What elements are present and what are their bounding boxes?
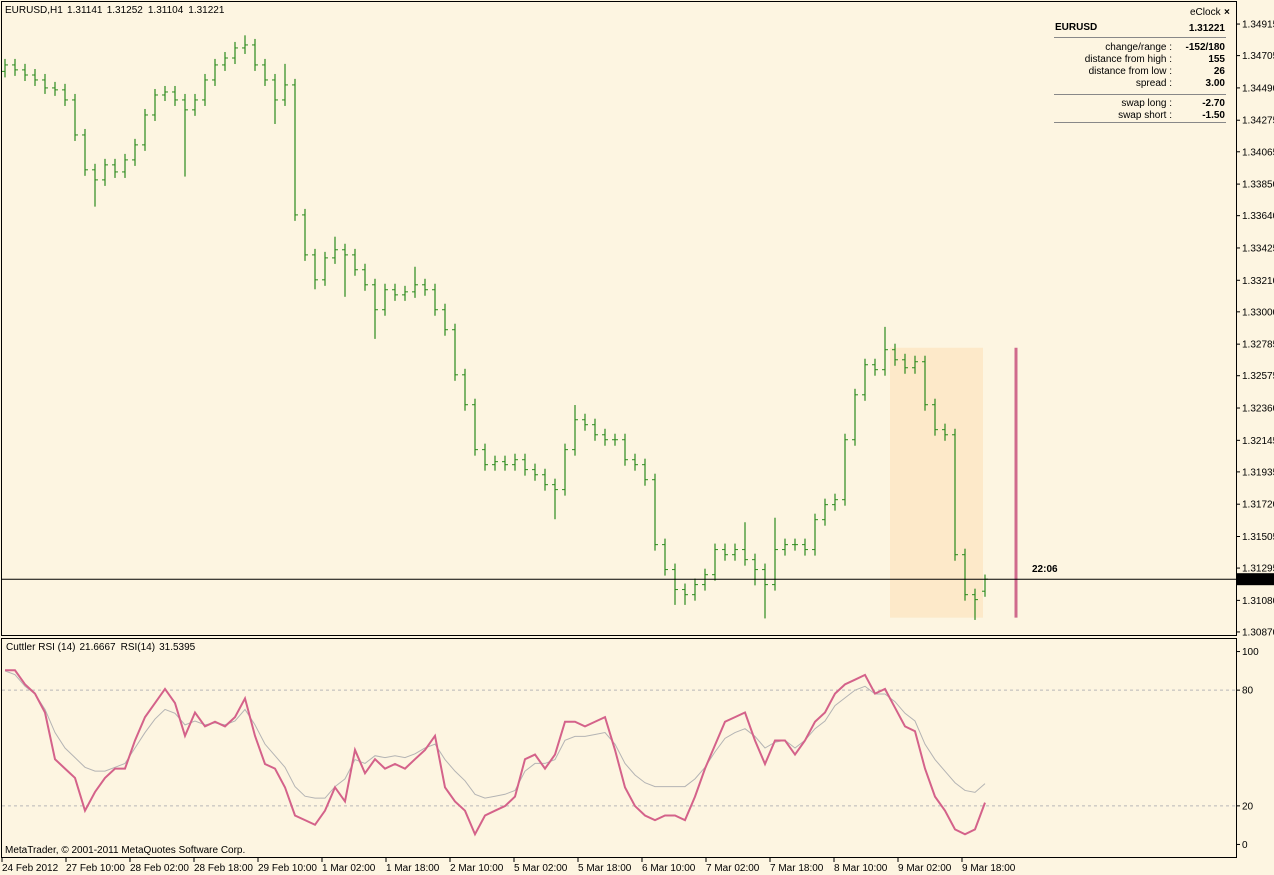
y-tick-label: 1.34490 <box>1242 83 1274 94</box>
legend-name: Cuttler RSI (14) <box>6 642 75 653</box>
panel-row-value: -1.50 <box>1202 110 1225 121</box>
x-tick-label: 7 Mar 18:00 <box>770 863 824 874</box>
panel-row-label: distance from low : <box>1089 66 1172 77</box>
panel-row-value: -152/180 <box>1186 42 1226 53</box>
indicator-header: Cuttler RSI (14) 21.6667 RSI(14) 31.5395 <box>6 642 196 653</box>
y-tick-label: 1.32785 <box>1242 340 1274 351</box>
y-tick-label: 1.32360 <box>1242 404 1274 415</box>
x-tick-label: 6 Mar 10:00 <box>642 863 696 874</box>
x-tick-label: 8 Mar 10:00 <box>834 863 888 874</box>
session-range-box <box>890 347 983 618</box>
y-tick-label: 100 <box>1242 647 1259 658</box>
panel-row-value: 26 <box>1214 66 1226 77</box>
panel-row-value: 3.00 <box>1206 78 1226 89</box>
panel-symbol: EURUSD <box>1055 22 1097 33</box>
x-tick-label: 2 Mar 10:00 <box>450 863 504 874</box>
x-tick-label: 9 Mar 02:00 <box>898 863 952 874</box>
chart-title: EURUSD,H1 <box>5 5 63 16</box>
y-tick-label: 1.33850 <box>1242 180 1274 191</box>
x-tick-label: 27 Feb 10:00 <box>66 863 125 874</box>
y-tick-label: 1.32145 <box>1242 436 1274 447</box>
x-tick-label: 9 Mar 18:00 <box>962 863 1016 874</box>
panel-row-label: spread : <box>1136 78 1172 89</box>
x-tick-label: 1 Mar 18:00 <box>386 863 440 874</box>
x-tick-label: 29 Feb 10:00 <box>258 863 317 874</box>
y-tick-label: 1.33425 <box>1242 243 1274 254</box>
rsi-line <box>5 669 986 837</box>
panel-close[interactable]: × <box>1224 7 1230 18</box>
header-open: 1.31141 <box>67 5 103 16</box>
x-tick-label: 5 Mar 18:00 <box>578 863 632 874</box>
legend-value: 21.6667 <box>79 642 116 653</box>
footer: MetaTrader, © 2001-2011 MetaQuotes Softw… <box>5 845 245 856</box>
panel-row-label: swap long : <box>1121 98 1172 109</box>
header-close: 1.31221 <box>188 5 225 16</box>
y-tick-label: 1.31295 <box>1242 564 1274 575</box>
panel-row-label: swap short : <box>1118 110 1172 121</box>
y-tick-label: 20 <box>1242 801 1254 812</box>
y-tick-label: 1.31720 <box>1242 500 1274 511</box>
panel-price: 1.31221 <box>1189 23 1226 34</box>
y-tick-label: 1.34275 <box>1242 116 1274 127</box>
y-tick-label: 1.34705 <box>1242 51 1274 62</box>
y-tick-label: 1.32575 <box>1242 371 1274 382</box>
x-tick-label: 1 Mar 02:00 <box>322 863 376 874</box>
y-tick-label: 1.34915 <box>1242 20 1274 31</box>
panel-row-label: change/range : <box>1105 42 1172 53</box>
panel-title: eClock <box>1190 7 1222 18</box>
x-tick-label: 28 Feb 18:00 <box>194 863 253 874</box>
x-tick-label: 28 Feb 02:00 <box>130 863 189 874</box>
y-tick-label: 1.34065 <box>1242 147 1274 158</box>
x-tick-label: 5 Mar 02:00 <box>514 863 568 874</box>
header-low: 1.31104 <box>148 5 184 16</box>
y-tick-label: 0 <box>1242 840 1248 851</box>
indicator-frame <box>1 638 1237 858</box>
panel-row-label: distance from high : <box>1085 54 1172 65</box>
header-high: 1.31252 <box>107 5 144 16</box>
legend-value: 31.5395 <box>159 642 196 653</box>
y-tick-label: 1.33210 <box>1242 276 1274 287</box>
timer: 22:06 <box>1032 564 1058 575</box>
y-tick-label: 1.33640 <box>1242 211 1274 222</box>
y-tick-label: 1.31080 <box>1242 596 1274 607</box>
chart-header: EURUSD,H1 1.31141 1.31252 1.31104 1.31221 <box>5 5 225 16</box>
y-tick-label: 80 <box>1242 686 1254 697</box>
y-tick-label: 1.31935 <box>1242 467 1274 478</box>
panel-row-value: -2.70 <box>1202 98 1225 109</box>
x-tick-label: 24 Feb 2012 <box>2 863 59 874</box>
panel-row-value: 155 <box>1208 54 1225 65</box>
x-tick-label: 7 Mar 02:00 <box>706 863 760 874</box>
rsi-line <box>4 670 986 799</box>
price-label-box <box>1237 573 1274 586</box>
price-label: 1.31221 <box>1240 575 1274 586</box>
y-tick-label: 1.33000 <box>1242 307 1274 318</box>
main-frame <box>1 1 1237 636</box>
y-tick-label: 1.30870 <box>1242 627 1274 638</box>
y-tick-label: 1.31505 <box>1242 532 1274 543</box>
legend-name: RSI(14) <box>121 642 155 653</box>
